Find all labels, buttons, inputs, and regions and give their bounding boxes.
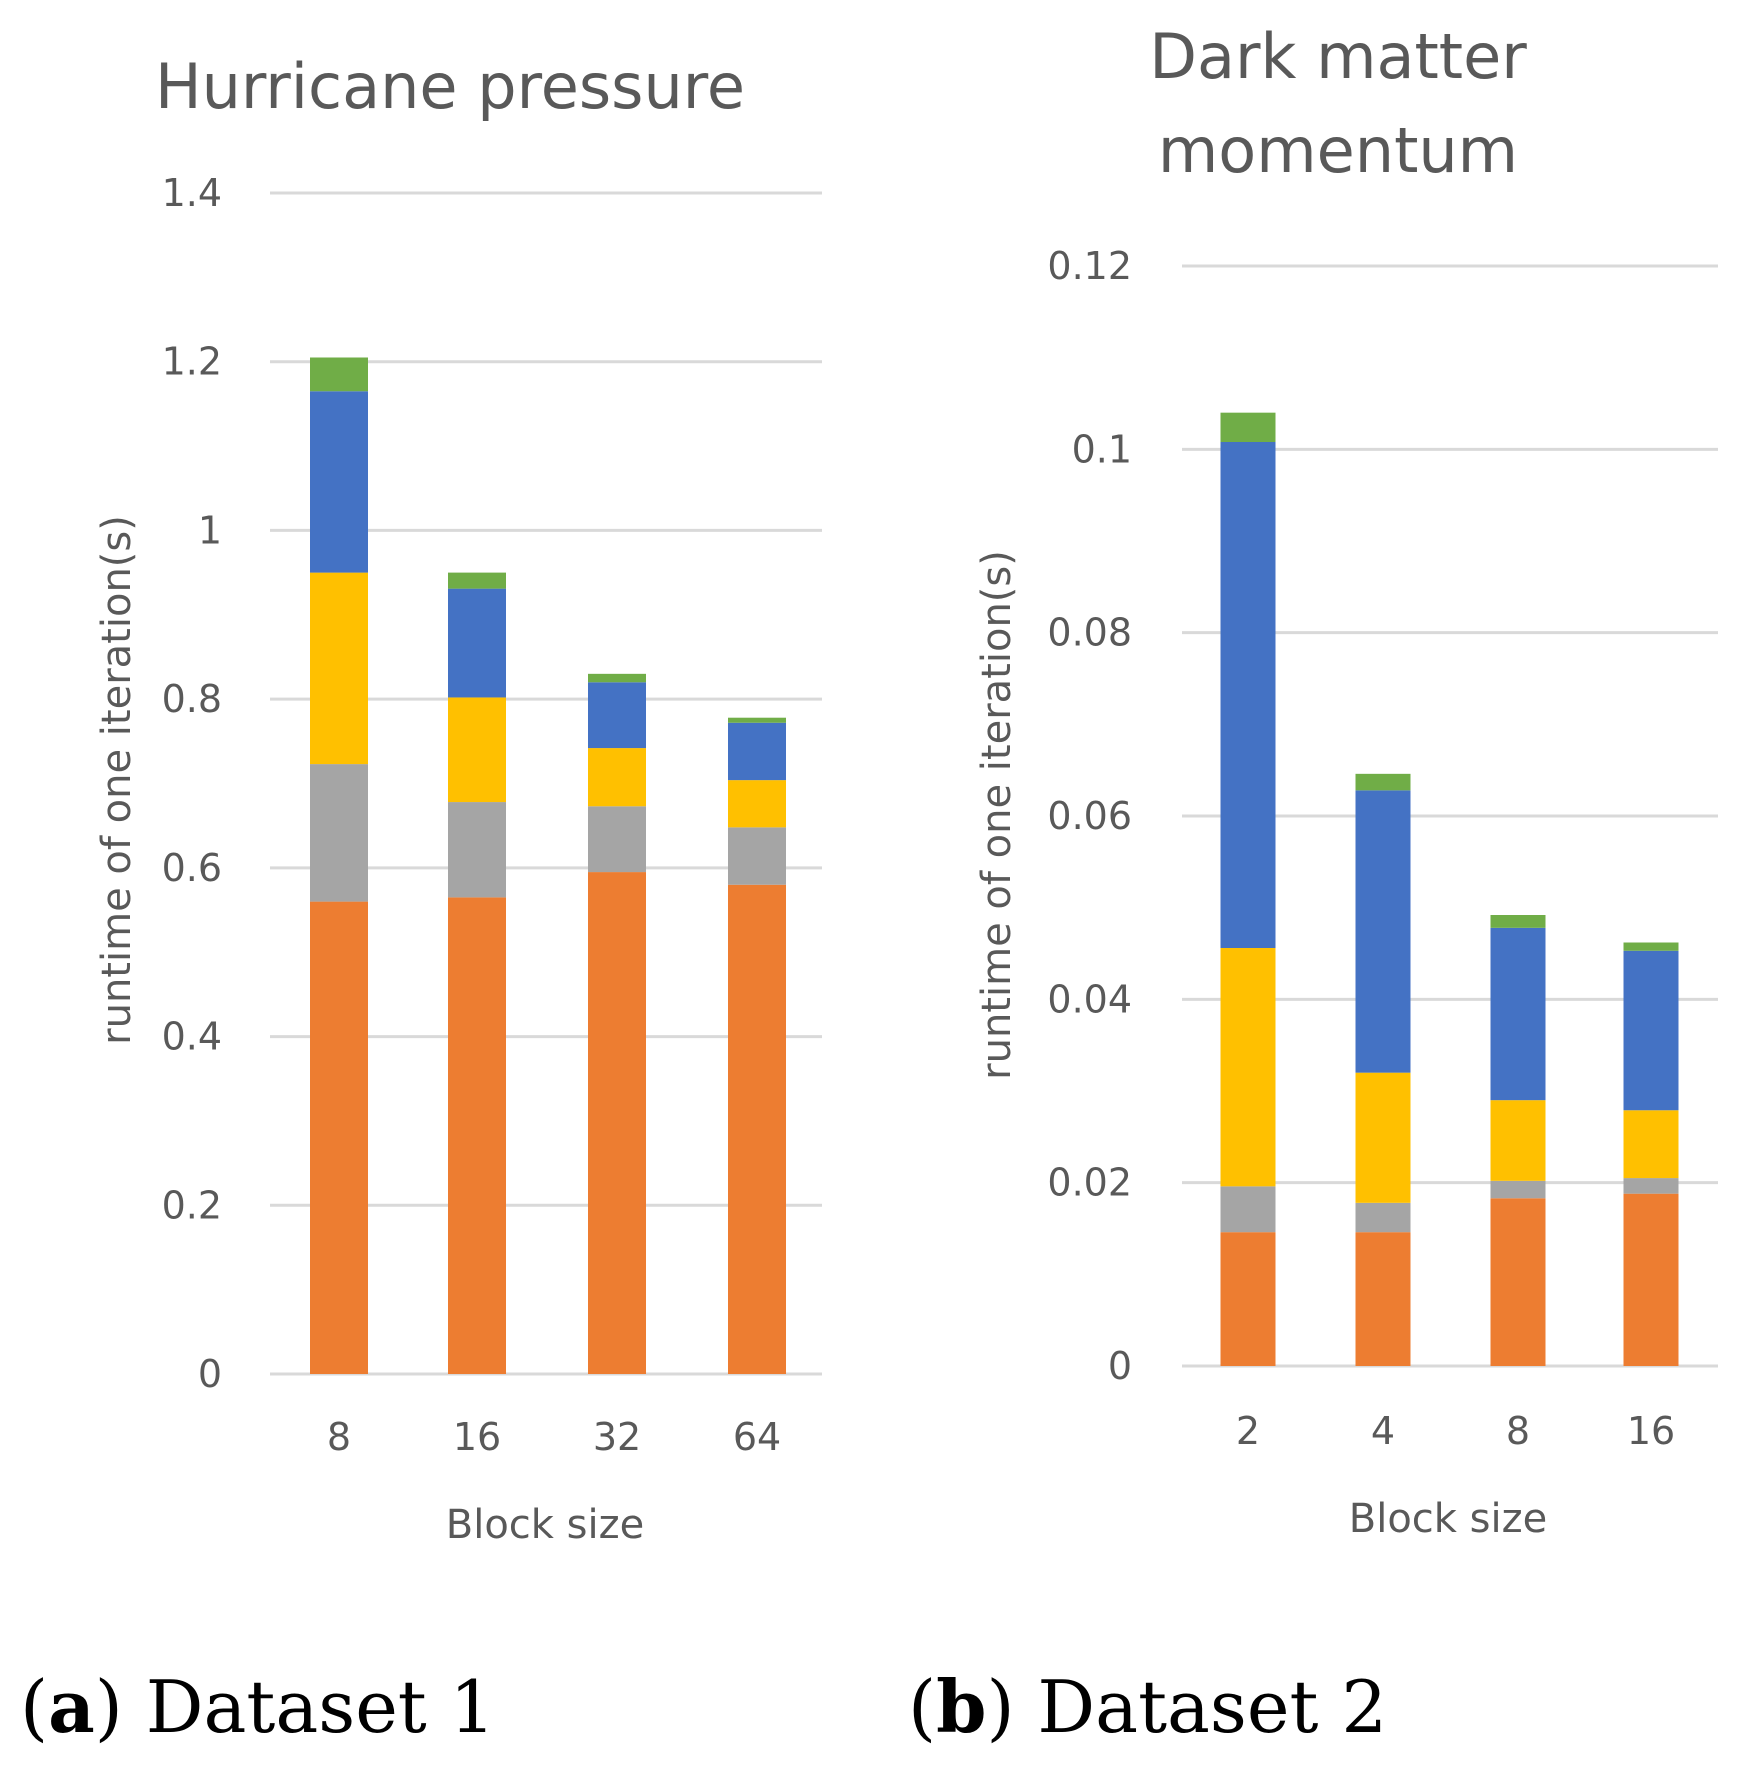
caption-text: Dataset 2 (1037, 1665, 1387, 1749)
bar-segment-segment-1-16 (1623, 1193, 1679, 1366)
y-tick-label: 0.1 (1072, 427, 1132, 471)
x-tick-label: 16 (1627, 1409, 1675, 1453)
y-tick-label: 0.6 (162, 846, 222, 890)
x-tick-label: 4 (1371, 1409, 1395, 1453)
bar-segment-segment-4-4 (1355, 790, 1411, 1073)
bar-segment-segment-5-4 (1355, 773, 1411, 791)
bar-segment-segment-1-4 (1355, 1232, 1411, 1366)
bar-segment-segment-5-64 (728, 717, 786, 723)
bar-segment-segment-5-32 (588, 673, 646, 683)
bar-segment-segment-5-8 (310, 357, 368, 392)
x-axis-label: Block size (446, 1502, 644, 1548)
bar-segment-segment-4-8 (310, 391, 368, 573)
bar-segment-segment-5-2 (1220, 412, 1276, 442)
chart-title: Dark matter (1149, 20, 1527, 93)
x-tick-label: 2 (1236, 1409, 1260, 1453)
y-tick-label: 0.02 (1047, 1161, 1132, 1205)
bar-segment-segment-2-16 (448, 802, 506, 898)
bar-segment-segment-4-32 (588, 682, 646, 749)
bar-segment-segment-3-16 (1623, 1110, 1679, 1179)
y-tick-label: 0.4 (162, 1015, 222, 1059)
x-tick-label: 32 (593, 1415, 641, 1459)
chart-title: Hurricane pressure (155, 50, 745, 123)
bar-segment-segment-2-8 (310, 764, 368, 902)
bar-segment-segment-3-16 (448, 697, 506, 803)
bar-segment-segment-5-16 (448, 572, 506, 589)
bar-segment-segment-5-8 (1490, 915, 1546, 928)
bar-segment-segment-2-64 (728, 827, 786, 885)
y-tick-label: 0.06 (1047, 794, 1132, 838)
caption-letter: b (936, 1664, 986, 1749)
chart-title-line-2: momentum (1158, 114, 1518, 187)
subfigure-caption: (b) Dataset 2 (908, 1664, 1387, 1749)
x-axis-label: Block size (1349, 1496, 1547, 1542)
y-tick-label: 0 (198, 1352, 222, 1396)
y-tick-label: 1 (198, 508, 222, 552)
bar-segment-segment-3-2 (1220, 948, 1276, 1187)
bar-segment-segment-2-4 (1355, 1202, 1411, 1233)
bar-segment-segment-2-2 (1220, 1186, 1276, 1233)
x-tick-label: 64 (733, 1415, 781, 1459)
bar-segment-segment-4-16 (1623, 950, 1679, 1111)
y-tick-label: 0.04 (1047, 977, 1132, 1021)
chart-panel-b: Dark matter momentum 0 0.02 0.04 0.06 0.08 0.… (908, 20, 1718, 1749)
bar-segment-segment-5-16 (1623, 942, 1679, 951)
x-tick-label: 16 (453, 1415, 501, 1459)
subfigure-caption: (a) Dataset 1 (20, 1664, 495, 1749)
y-tick-label: 0.2 (162, 1183, 222, 1227)
bar-segment-segment-1-2 (1220, 1232, 1276, 1366)
x-tick-label: 8 (1506, 1409, 1530, 1453)
bar-segment-segment-3-4 (1355, 1072, 1411, 1203)
bar-segment-segment-2-16 (1623, 1178, 1679, 1194)
bar-segment-segment-1-16 (448, 897, 506, 1374)
bar-segment-segment-3-64 (728, 780, 786, 828)
y-axis-label: runtime of one iteration(s) (94, 515, 140, 1045)
bar-segment-segment-1-8 (310, 901, 368, 1374)
bar-segment-segment-2-8 (1490, 1180, 1546, 1199)
bar-segment-segment-1-32 (588, 872, 646, 1374)
caption-letter: a (48, 1664, 95, 1749)
bar-segment-segment-3-32 (588, 748, 646, 807)
x-tick-label: 8 (327, 1415, 351, 1459)
bar-segment-segment-4-64 (728, 722, 786, 781)
y-tick-label: 1.4 (162, 171, 222, 215)
bar-segment-segment-4-8 (1490, 927, 1546, 1101)
bar-segment-segment-3-8 (310, 572, 368, 765)
bar-segment-segment-1-64 (728, 884, 786, 1374)
bar-segment-segment-3-8 (1490, 1100, 1546, 1181)
y-axis-label: runtime of one iteration(s) (974, 550, 1020, 1080)
bar-segment-segment-1-8 (1490, 1198, 1546, 1366)
y-tick-label: 0.12 (1047, 244, 1132, 288)
chart-panel-a: Hurricane pressure 00.20.40.60.811.21.4 … (20, 50, 822, 1749)
y-tick-label: 0 (1108, 1344, 1132, 1388)
bar-segment-segment-2-32 (588, 806, 646, 873)
y-tick-label: 1.2 (162, 340, 222, 384)
y-tick-label: 0.08 (1047, 611, 1132, 655)
y-tick-label: 0.8 (162, 677, 222, 721)
bar-segment-segment-4-2 (1220, 442, 1276, 948)
bar-segment-segment-4-16 (448, 588, 506, 698)
caption-text: Dataset 1 (146, 1665, 496, 1749)
